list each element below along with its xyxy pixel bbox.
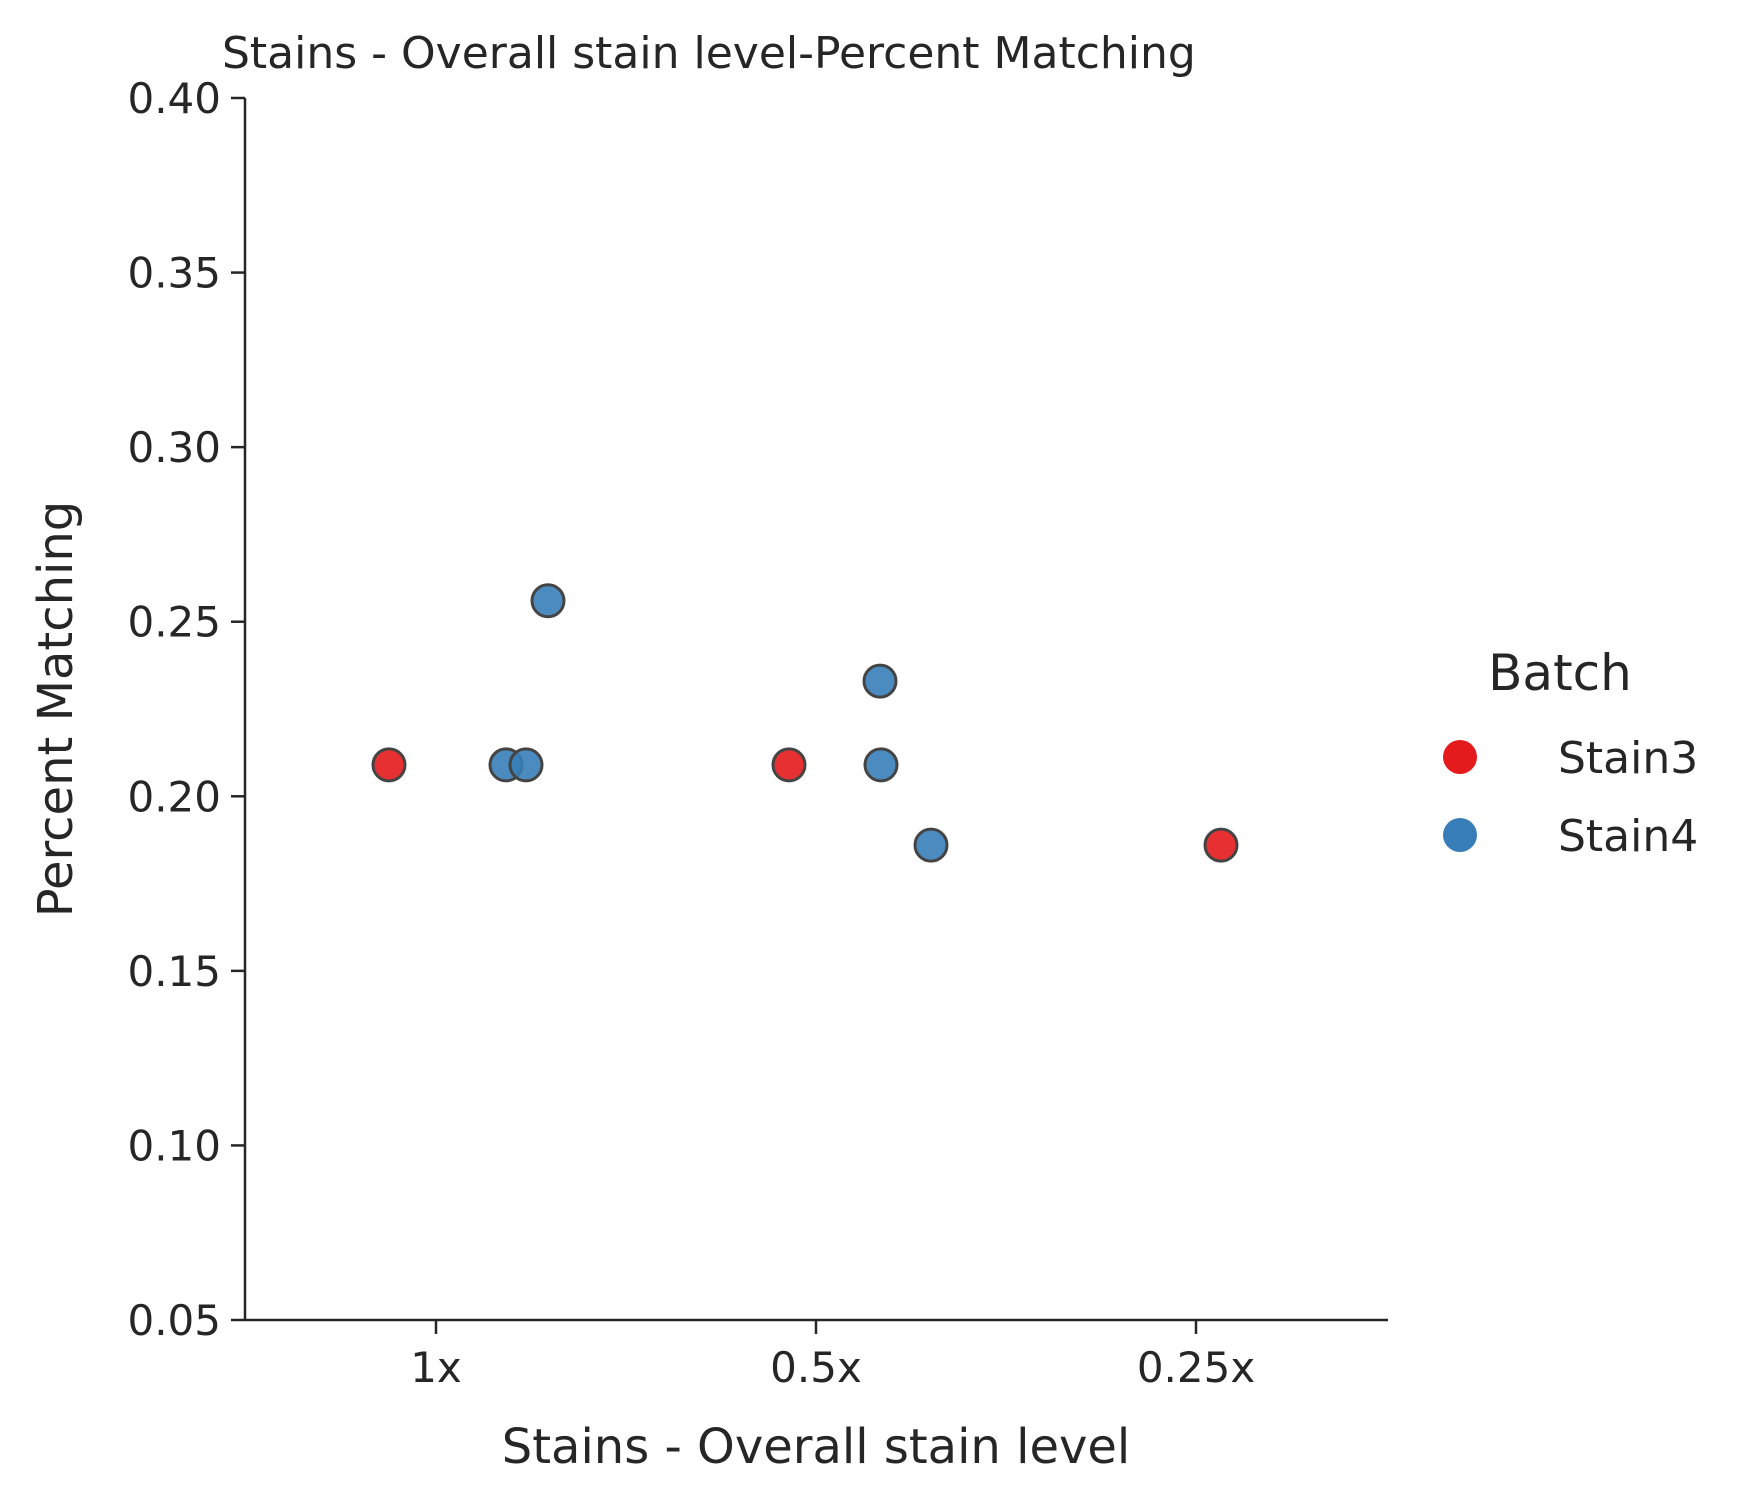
legend: Batch Stain3 Stain4: [1443, 644, 1698, 862]
x-tick-label: 1x: [410, 1343, 462, 1392]
legend-marker-stain4: [1443, 818, 1477, 852]
y-axis-label: Percent Matching: [28, 501, 84, 918]
y-axis-ticks: 0.05 0.10 0.15 0.20 0.25 0.30 0.35 0.40: [127, 74, 245, 1345]
x-axis-label: Stains - Overall stain level: [502, 1419, 1131, 1475]
x-tick-label: 0.5x: [770, 1343, 862, 1392]
legend-label-stain4: Stain4: [1558, 811, 1698, 862]
x-axis-ticks: 1x 0.5x 0.25x: [410, 1320, 1255, 1392]
point-stain3: [1203, 827, 1239, 863]
point-stain4: [530, 583, 566, 619]
point-stain4: [862, 663, 898, 699]
y-tick-label: 0.20: [127, 772, 221, 821]
y-tick-label: 0.35: [127, 249, 221, 298]
y-tick-label: 0.10: [127, 1121, 221, 1170]
point-stain4: [508, 747, 544, 783]
point-stain4: [913, 827, 949, 863]
legend-title: Batch: [1488, 644, 1632, 702]
y-tick-label: 0.05: [127, 1296, 221, 1345]
x-tick-label: 0.25x: [1137, 1343, 1255, 1392]
point-stain3: [771, 747, 807, 783]
scatter-points: [371, 583, 1239, 863]
y-tick-label: 0.40: [127, 74, 221, 123]
point-stain4: [863, 747, 899, 783]
legend-marker-stain3: [1443, 740, 1477, 774]
y-tick-label: 0.30: [127, 423, 221, 472]
y-tick-label: 0.15: [127, 947, 221, 996]
chart-title: Stains - Overall stain level-Percent Mat…: [222, 28, 1196, 79]
legend-label-stain3: Stain3: [1558, 733, 1698, 784]
point-stain3: [371, 747, 407, 783]
y-tick-label: 0.25: [127, 598, 221, 647]
